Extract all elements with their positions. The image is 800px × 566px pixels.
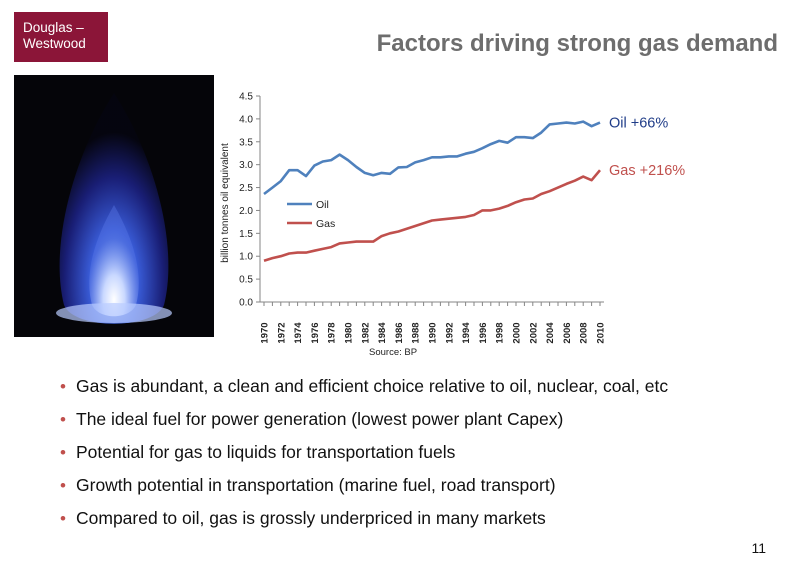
company-logo: Douglas – Westwood [14,12,108,62]
legend-label-oil: Oil [316,199,329,211]
x-tick-label: 1992 [444,322,455,343]
x-tick-label: 1976 [310,322,321,343]
y-axis-title: billion tonnes oil equivalent [220,143,231,263]
legend-label-gas: Gas [316,218,335,230]
x-tick-label: 1970 [260,322,271,343]
chart-source-note: Source: BP [369,347,417,358]
y-tick-label: 4.0 [239,114,253,125]
bullet-item: • Potential for gas to liquids for transp… [60,436,668,469]
x-tick-label: 2000 [512,322,523,343]
slide-title: Factors driving strong gas demand [376,30,778,57]
y-tick-label: 2.0 [239,206,253,217]
bullet-text: The ideal fuel for power generation (low… [76,409,564,429]
oil-end-label: Oil +66% [609,116,668,132]
bullet-item: • Growth potential in transportation (mar… [60,469,668,502]
x-tick-label: 1988 [411,322,422,343]
bullet-item: • The ideal fuel for power generation (lo… [60,403,668,436]
y-tick-label: 3.0 [239,160,253,171]
y-tick-label: 0.0 [239,298,253,309]
x-tick-label: 1990 [428,322,439,343]
bullet-marker: • [60,476,66,495]
x-tick-label: 2006 [562,322,573,343]
x-tick-label: 1974 [293,322,304,344]
bullet-marker: • [60,410,66,429]
x-tick-label: 1972 [276,322,287,343]
oil-series-line [263,120,601,196]
bullet-item: • Compared to oil, gas is grossly underpr… [60,502,668,535]
y-tick-label: 1.0 [239,252,253,263]
x-tick-label: 1984 [377,322,388,344]
bullet-text: Potential for gas to liquids for transpo… [76,442,456,462]
gas-series-line [263,169,601,263]
bullet-item: • Gas is abundant, a clean and efficient … [60,370,668,403]
y-tick-label: 0.5 [239,275,253,286]
bullet-list: • Gas is abundant, a clean and efficient … [60,370,668,535]
x-tick-label: 2004 [545,322,556,344]
bullet-text: Growth potential in transportation (mari… [76,475,556,495]
x-tick-label: 2008 [579,322,590,343]
gas-flame-image [14,75,214,337]
bullet-marker: • [60,443,66,462]
x-tick-label: 1980 [344,322,355,343]
x-tick-label: 1986 [394,322,405,343]
x-tick-label: 1982 [360,322,371,343]
bullet-text: Compared to oil, gas is grossly underpri… [76,508,546,528]
x-tick-label: 2002 [528,322,539,343]
bullet-marker: • [60,377,66,396]
logo-line-2: Westwood [23,36,86,51]
logo-line-1: Douglas – [23,20,84,35]
bullet-text: Gas is abundant, a clean and efficient c… [76,376,669,396]
y-tick-label: 3.5 [239,137,253,148]
y-tick-label: 4.5 [239,92,253,103]
bullet-marker: • [60,509,66,528]
x-tick-label: 1998 [495,322,506,343]
y-tick-label: 1.5 [239,229,253,240]
page-number: 11 [751,540,766,556]
x-tick-label: 2010 [596,322,607,343]
x-tick-label: 1994 [461,322,472,344]
x-tick-label: 1996 [478,322,489,343]
y-tick-label: 2.5 [239,183,253,194]
x-tick-label: 1978 [327,322,338,343]
gas-end-label: Gas +216% [609,163,685,179]
